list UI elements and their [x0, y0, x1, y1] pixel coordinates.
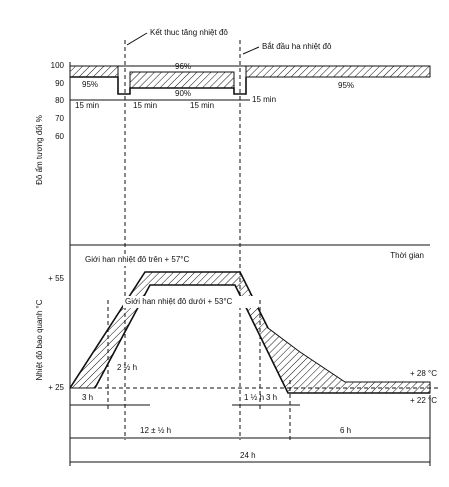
tick: 60 — [55, 132, 64, 141]
leader — [242, 46, 260, 55]
time: 24 h — [240, 451, 256, 460]
tick: + 25 — [48, 383, 64, 392]
high-end: + 28 °C — [410, 369, 437, 378]
start-label: Kết thuc tăng nhiệt đô — [150, 28, 228, 37]
end-label: Bắt đầu ha nhiệt đô — [262, 42, 332, 51]
band — [245, 65, 431, 78]
time: 6 h — [340, 426, 351, 435]
tick: 70 — [55, 114, 64, 123]
low-end: + 22 °C — [410, 396, 437, 405]
level: 95% — [82, 80, 98, 89]
level: 95% — [338, 81, 354, 90]
time-label: Thời gian — [390, 251, 424, 260]
band — [129, 71, 235, 89]
band — [69, 65, 119, 78]
duration: 15 min — [133, 101, 157, 110]
lower-limit: Giới han nhiệt đô dưới + 53°C — [125, 297, 233, 306]
upper-limit: Giới han nhiệt đô trên + 57°C — [85, 255, 190, 264]
label-bg — [82, 254, 217, 266]
time: 3 h — [266, 393, 277, 402]
level: 90% — [175, 89, 191, 98]
lower-curve — [70, 76, 247, 95]
leader — [126, 32, 148, 46]
time: 1 ½ h — [244, 393, 264, 402]
duration: 15 min — [75, 101, 99, 110]
tick: 100 — [51, 61, 65, 70]
time: 2 ½ h — [117, 363, 137, 372]
axis-title: Nhiệt đô bao quanh °C — [35, 299, 44, 380]
time: 12 ± ½ h — [140, 426, 171, 435]
duration: 15 min — [252, 95, 276, 104]
level: 96% — [175, 62, 191, 71]
tick: 90 — [55, 79, 64, 88]
lower-curve — [94, 284, 430, 394]
time: 3 h — [82, 393, 93, 402]
tick: + 55 — [48, 274, 64, 283]
axis-title: Đô ẩm tương đối % — [35, 115, 44, 185]
duration: 15 min — [190, 101, 214, 110]
label-bg — [123, 296, 258, 308]
tick: 80 — [55, 96, 64, 105]
